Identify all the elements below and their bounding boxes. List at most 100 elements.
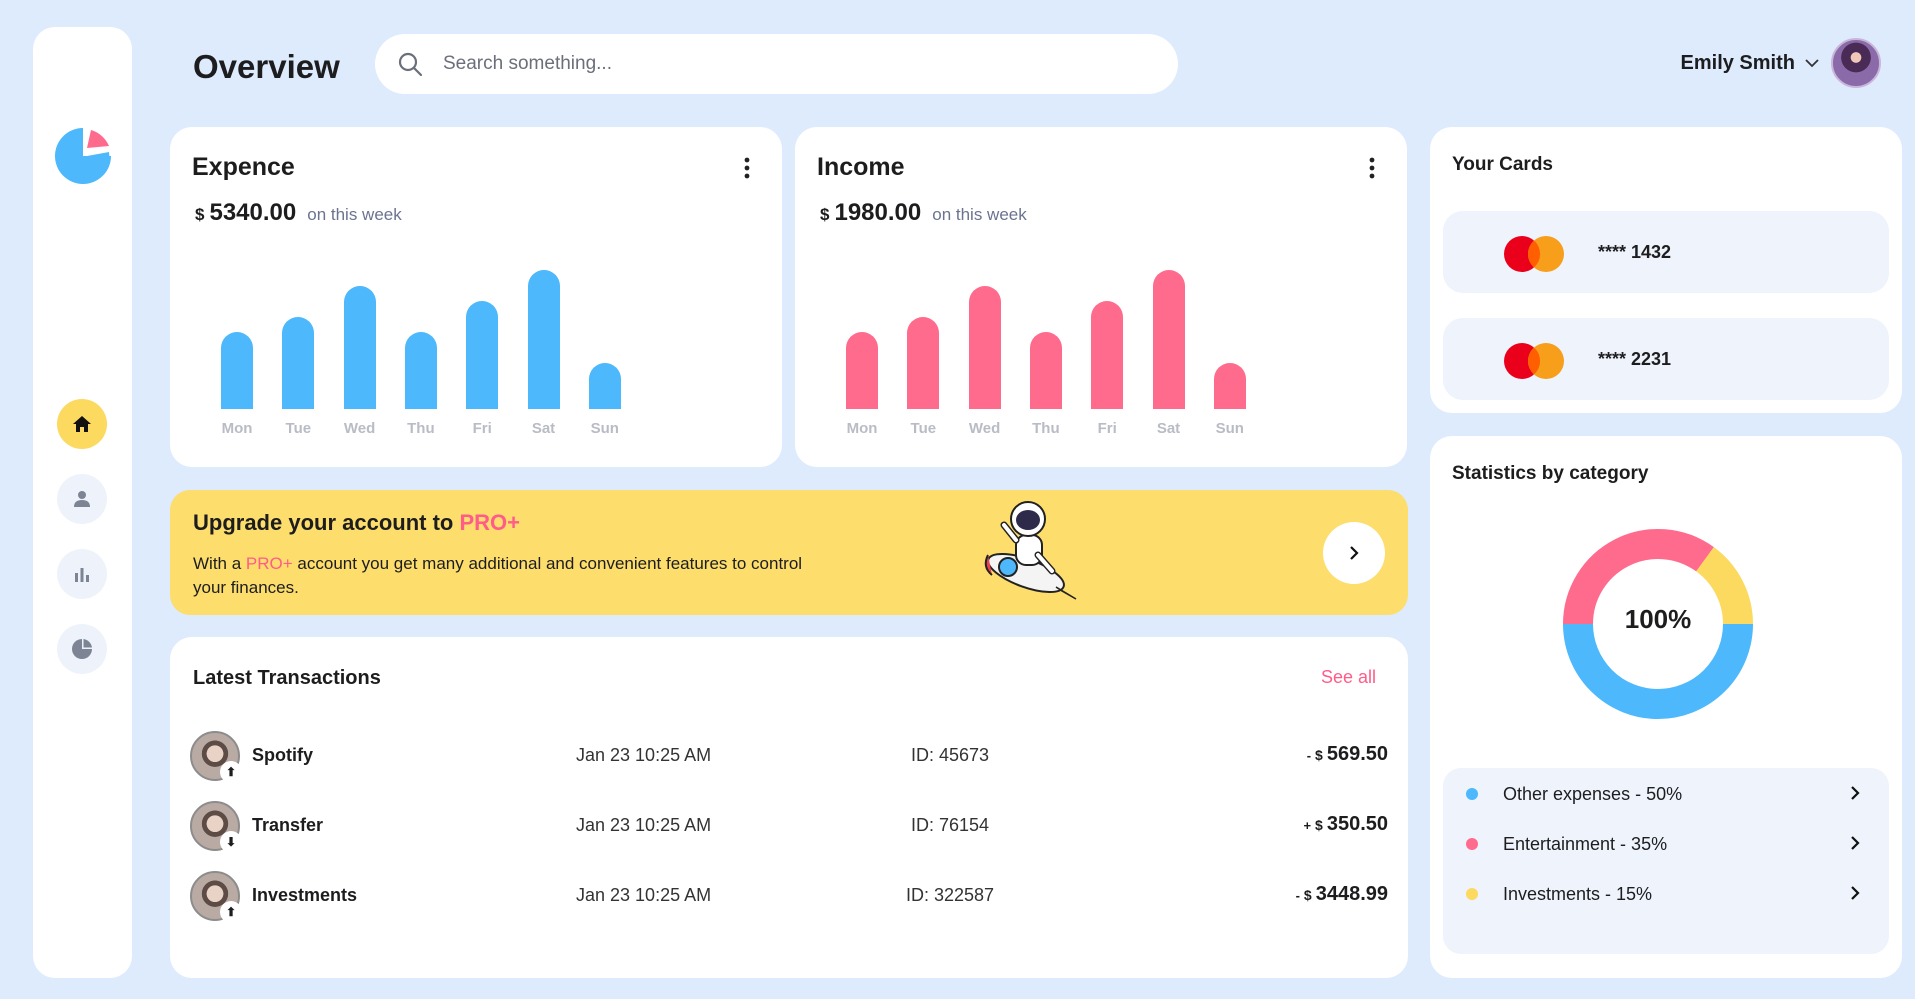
avatar[interactable] — [1831, 38, 1881, 88]
cards-title: Your Cards — [1452, 154, 1554, 175]
nav-stats-button[interactable] — [57, 549, 107, 599]
chevron-right-icon — [1350, 546, 1359, 560]
currency-symbol: $ — [195, 205, 205, 224]
donut-slice-entertainment — [1563, 529, 1714, 625]
payment-card[interactable]: **** 1432 — [1443, 211, 1889, 293]
chart-tick-label: Thu — [1032, 420, 1060, 437]
bar-chart-icon — [75, 568, 89, 582]
upgrade-arrow-button[interactable] — [1323, 522, 1385, 584]
category-legend: Other expenses - 50% Entertainment - 35%… — [1443, 768, 1889, 954]
chart-bar-fri — [466, 301, 499, 409]
chart-bar-tue — [907, 316, 940, 409]
chart-tick-label: Mon — [221, 420, 253, 437]
sidebar — [33, 27, 132, 978]
user-menu[interactable]: Emily Smith — [1681, 38, 1881, 88]
pro-highlight: PRO+ — [245, 554, 293, 573]
chart-tick-label: Fri — [1097, 420, 1117, 437]
payment-card[interactable]: **** 2231 — [1443, 318, 1889, 400]
chart-tick-label: Mon — [846, 420, 878, 437]
chart-tick-label: Sun — [590, 420, 619, 437]
chart-bar-thu — [1029, 332, 1062, 409]
chart-bar-sat — [1152, 270, 1185, 409]
currency-symbol: $ — [1315, 747, 1323, 763]
chart-bar-mon — [221, 332, 253, 409]
transaction-date: Jan 23 10:25 AM — [576, 815, 712, 835]
expense-value: 5340.00 — [209, 199, 297, 226]
logo-pie-icon[interactable] — [53, 126, 113, 186]
page-title: Overview — [193, 48, 340, 85]
expense-amount: $ 5340.00 on this week — [195, 199, 402, 227]
chevron-right-icon[interactable] — [1849, 884, 1861, 902]
amount-value: 3448.99 — [1315, 883, 1388, 905]
search-bar[interactable]: Search something... — [375, 34, 1178, 94]
search-icon — [398, 52, 423, 77]
arrow-up-icon: ⬆ — [220, 761, 242, 783]
legend-dot — [1466, 838, 1478, 850]
currency-symbol: $ — [1303, 887, 1312, 903]
category-donut-chart — [1563, 529, 1753, 719]
chevron-down-icon[interactable] — [1805, 58, 1819, 68]
search-input[interactable]: Search something... — [443, 53, 612, 74]
chart-tick-label: Tue — [910, 420, 937, 437]
transaction-amount: - $ 3448.99 — [1296, 883, 1388, 906]
expense-title: Expence — [192, 153, 295, 181]
nav-profile-button[interactable] — [57, 474, 107, 524]
upgrade-banner: Upgrade your account to PRO+ With a PRO+… — [170, 490, 1408, 615]
chart-tick-label: Sat — [1156, 420, 1181, 437]
table-row[interactable]: ⬆ Spotify Jan 23 10:25 AM ID: 45673 - $ … — [190, 729, 1390, 783]
income-amount: $ 1980.00 on this week — [820, 199, 1027, 227]
transaction-id: ID: 45673 — [910, 745, 990, 765]
transaction-id: ID: 76154 — [910, 815, 990, 835]
chart-bar-wed — [968, 285, 1001, 409]
transaction-amount: - $ 569.50 — [1307, 743, 1388, 766]
income-title: Income — [817, 153, 905, 181]
transaction-name: Transfer — [252, 815, 324, 835]
expense-card: Expence $ 5340.00 on this week Mon Tue Wed… — [170, 127, 782, 467]
card-number: **** 2231 — [1598, 349, 1672, 369]
upgrade-title: Upgrade your account to PRO+ — [193, 510, 520, 536]
chart-tick-label: Sun — [1215, 420, 1244, 437]
legend-item-investments[interactable]: Investments - 15% — [1443, 874, 1889, 914]
chart-bar-fri — [1091, 301, 1124, 409]
amount-sign: + — [1303, 818, 1312, 833]
upgrade-title-prefix: Upgrade your account to — [193, 510, 460, 535]
chart-tick-label: Tue — [285, 420, 312, 437]
expense-bar-chart: Mon Tue Wed Thu Fri Sat Sun — [170, 127, 782, 467]
see-all-link[interactable]: See all — [1320, 667, 1376, 687]
user-icon — [74, 491, 90, 507]
donut-slice-investments — [1695, 547, 1753, 625]
chart-tick-label: Thu — [407, 420, 435, 437]
legend-item-other-expenses[interactable]: Other expenses - 50% — [1443, 774, 1889, 814]
chevron-right-icon[interactable] — [1849, 784, 1861, 802]
upgrade-description: With a PRO+ account you get many additio… — [193, 552, 813, 600]
legend-item-entertainment[interactable]: Entertainment - 35% — [1443, 824, 1889, 864]
chevron-right-icon[interactable] — [1849, 834, 1861, 852]
chart-bar-tue — [282, 316, 315, 409]
mastercard-icon — [1504, 343, 1564, 379]
table-row[interactable]: ⬆ Investments Jan 23 10:25 AM ID: 322587… — [190, 869, 1390, 923]
chart-bar-sun — [588, 362, 621, 409]
transaction-name: Spotify — [252, 745, 313, 765]
transaction-date: Jan 23 10:25 AM — [576, 885, 712, 905]
chart-bar-sat — [527, 270, 560, 409]
more-options-icon[interactable] — [744, 157, 750, 179]
amount-sign: - — [1306, 748, 1312, 763]
amount-value: 569.50 — [1326, 743, 1388, 765]
nav-pie-button[interactable] — [57, 624, 107, 674]
chart-tick-label: Wed — [968, 420, 1001, 437]
home-icon — [73, 416, 91, 432]
chart-bar-mon — [846, 332, 878, 409]
donut-center-label: 100% — [1624, 604, 1692, 634]
nav-home-button[interactable] — [57, 399, 107, 449]
legend-label: Other expenses - 50% — [1503, 784, 1683, 804]
chart-bar-wed — [343, 285, 376, 409]
pie-chart-icon — [72, 639, 92, 659]
astronaut-rocket-illustration — [984, 501, 1077, 600]
more-options-icon[interactable] — [1369, 157, 1375, 179]
legend-dot — [1466, 888, 1478, 900]
arrow-down-icon: ⬇ — [220, 831, 242, 853]
mastercard-icon — [1504, 236, 1564, 272]
chart-bar-thu — [404, 332, 437, 409]
transactions-title: Latest Transactions — [193, 667, 381, 689]
table-row[interactable]: ⬇ Transfer Jan 23 10:25 AM ID: 76154 + $… — [190, 799, 1390, 853]
